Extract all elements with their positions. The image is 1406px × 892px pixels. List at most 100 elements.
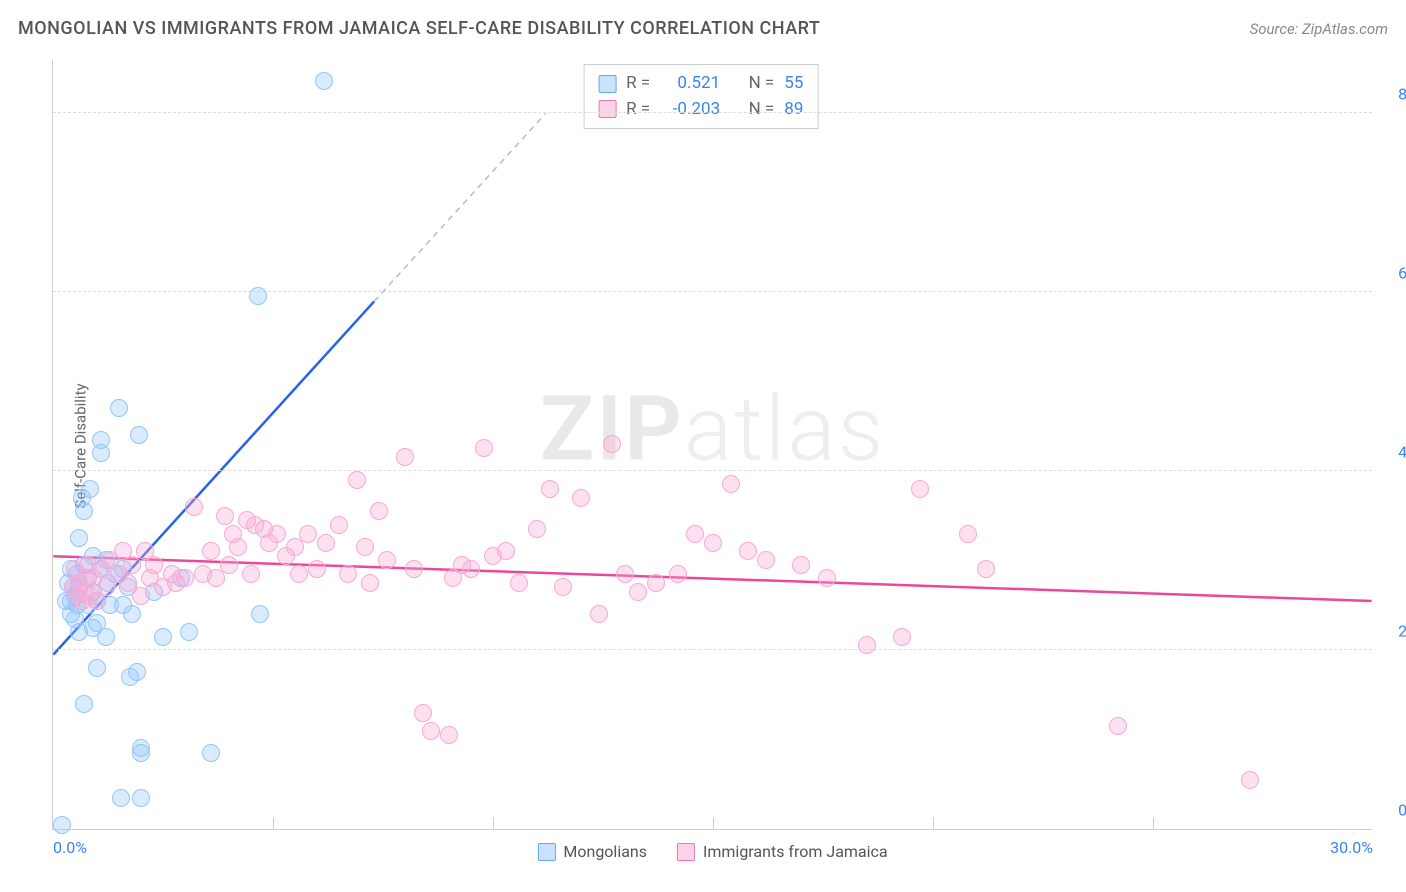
x-tick-label: 0.0% bbox=[53, 838, 87, 857]
scatter-point bbox=[572, 489, 590, 507]
scatter-point bbox=[1109, 717, 1127, 735]
scatter-point bbox=[308, 560, 326, 578]
y-tick-label: 4.0% bbox=[1398, 442, 1406, 461]
scatter-point bbox=[75, 502, 93, 520]
scatter-point bbox=[370, 502, 388, 520]
scatter-point bbox=[53, 816, 71, 834]
scatter-point bbox=[229, 538, 247, 556]
scatter-point bbox=[348, 471, 366, 489]
scatter-point bbox=[339, 565, 357, 583]
tick-v bbox=[933, 817, 934, 829]
scatter-point bbox=[422, 722, 440, 740]
scatter-point bbox=[911, 480, 929, 498]
scatter-point bbox=[132, 587, 150, 605]
gridline-h bbox=[53, 112, 1372, 113]
swatch-pink-icon bbox=[598, 100, 616, 118]
chart-title: MONGOLIAN VS IMMIGRANTS FROM JAMAICA SEL… bbox=[18, 18, 820, 39]
scatter-point bbox=[440, 726, 458, 744]
scatter-point bbox=[396, 448, 414, 466]
scatter-point bbox=[88, 659, 106, 677]
scatter-point bbox=[629, 583, 647, 601]
scatter-point bbox=[202, 542, 220, 560]
watermark: ZIPatlas bbox=[540, 377, 885, 482]
scatter-point bbox=[686, 525, 704, 543]
bottom-legend: Mongolians Immigrants from Jamaica bbox=[537, 842, 887, 861]
swatch-blue-icon bbox=[537, 843, 555, 861]
scatter-point bbox=[475, 439, 493, 457]
scatter-point bbox=[603, 435, 621, 453]
scatter-point bbox=[268, 525, 286, 543]
scatter-point bbox=[356, 538, 374, 556]
scatter-point bbox=[315, 72, 333, 90]
scatter-point bbox=[554, 578, 572, 596]
source-attribution: Source: ZipAtlas.com bbox=[1250, 20, 1388, 38]
scatter-point bbox=[893, 628, 911, 646]
scatter-point bbox=[317, 534, 335, 552]
scatter-point bbox=[123, 556, 141, 574]
swatch-pink-icon bbox=[677, 843, 695, 861]
tick-v bbox=[713, 817, 714, 829]
scatter-point bbox=[330, 516, 348, 534]
scatter-point bbox=[704, 534, 722, 552]
scatter-point bbox=[216, 507, 234, 525]
tick-v bbox=[493, 817, 494, 829]
stats-row-pink: R = -0.203 N = 89 bbox=[598, 97, 803, 123]
scatter-point bbox=[185, 498, 203, 516]
gridline-h bbox=[53, 470, 1372, 471]
scatter-point bbox=[110, 399, 128, 417]
scatter-point bbox=[405, 560, 423, 578]
scatter-point bbox=[92, 431, 110, 449]
scatter-point bbox=[510, 574, 528, 592]
scatter-point bbox=[154, 628, 172, 646]
scatter-point bbox=[70, 529, 88, 547]
scatter-point bbox=[792, 556, 810, 574]
scatter-point bbox=[378, 551, 396, 569]
scatter-point bbox=[249, 287, 267, 305]
scatter-point bbox=[818, 569, 836, 587]
scatter-point bbox=[462, 560, 480, 578]
scatter-point bbox=[739, 542, 757, 560]
scatter-point bbox=[97, 578, 115, 596]
scatter-point bbox=[528, 520, 546, 538]
x-tick-label: 30.0% bbox=[1330, 838, 1373, 857]
scatter-point bbox=[128, 663, 146, 681]
scatter-point bbox=[361, 574, 379, 592]
tick-v bbox=[1153, 817, 1154, 829]
scatter-point bbox=[722, 475, 740, 493]
scatter-point bbox=[286, 538, 304, 556]
scatter-point bbox=[959, 525, 977, 543]
swatch-blue-icon bbox=[598, 75, 616, 93]
scatter-point bbox=[616, 565, 634, 583]
scatter-point bbox=[858, 636, 876, 654]
scatter-point bbox=[132, 744, 150, 762]
scatter-point bbox=[180, 623, 198, 641]
scatter-point bbox=[669, 565, 687, 583]
scatter-point bbox=[1241, 771, 1259, 789]
scatter-point bbox=[251, 605, 269, 623]
scatter-point bbox=[414, 704, 432, 722]
correlation-stats-box: R = 0.521 N = 55 R = -0.203 N = 89 bbox=[583, 64, 818, 129]
scatter-point bbox=[497, 542, 515, 560]
scatter-point bbox=[130, 426, 148, 444]
plot-area: ZIPatlas R = 0.521 N = 55 R = -0.203 N =… bbox=[52, 60, 1372, 830]
scatter-point bbox=[541, 480, 559, 498]
scatter-point bbox=[75, 695, 93, 713]
y-tick-label: 8.0% bbox=[1398, 84, 1406, 103]
scatter-point bbox=[81, 480, 99, 498]
scatter-point bbox=[242, 565, 260, 583]
y-tick-label: 0.0% bbox=[1398, 801, 1406, 820]
trend-lines bbox=[53, 60, 1372, 829]
scatter-point bbox=[207, 569, 225, 587]
scatter-point bbox=[132, 789, 150, 807]
scatter-point bbox=[977, 560, 995, 578]
tick-v bbox=[273, 817, 274, 829]
scatter-point bbox=[647, 574, 665, 592]
scatter-point bbox=[176, 569, 194, 587]
y-tick-label: 2.0% bbox=[1398, 621, 1406, 640]
scatter-point bbox=[590, 605, 608, 623]
scatter-point bbox=[290, 565, 308, 583]
stats-row-blue: R = 0.521 N = 55 bbox=[598, 71, 803, 97]
legend-item-mongolians: Mongolians bbox=[537, 842, 647, 861]
scatter-point bbox=[123, 605, 141, 623]
scatter-point bbox=[112, 789, 130, 807]
